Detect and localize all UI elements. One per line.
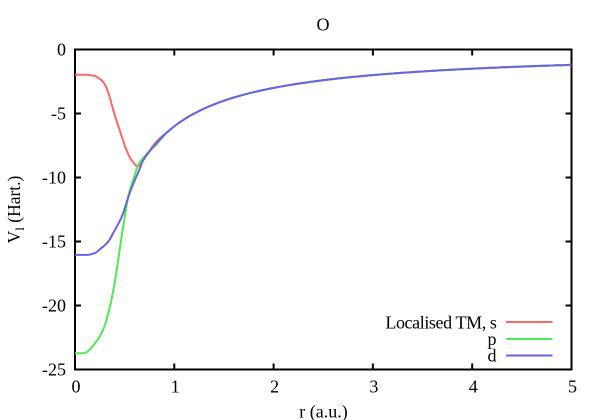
svg-text:4: 4 [469, 377, 478, 397]
svg-text:2: 2 [270, 377, 279, 397]
svg-text:-20: -20 [42, 296, 66, 316]
svg-text:0: 0 [72, 377, 81, 397]
svg-text:-5: -5 [51, 104, 66, 124]
svg-text:Vl (Hart.): Vl (Hart.) [4, 175, 27, 243]
svg-text:r (a.u.): r (a.u.) [299, 402, 347, 420]
svg-text:-15: -15 [42, 232, 66, 252]
svg-text:-25: -25 [42, 360, 66, 380]
svg-text:5: 5 [568, 377, 577, 397]
svg-text:d: d [488, 346, 497, 366]
svg-text:-10: -10 [42, 168, 66, 188]
svg-text:Localised TM, s: Localised TM, s [385, 313, 497, 333]
svg-text:O: O [317, 15, 330, 35]
svg-text:3: 3 [369, 377, 378, 397]
svg-text:1: 1 [171, 377, 180, 397]
svg-text:p: p [488, 329, 497, 349]
svg-text:0: 0 [57, 40, 66, 60]
